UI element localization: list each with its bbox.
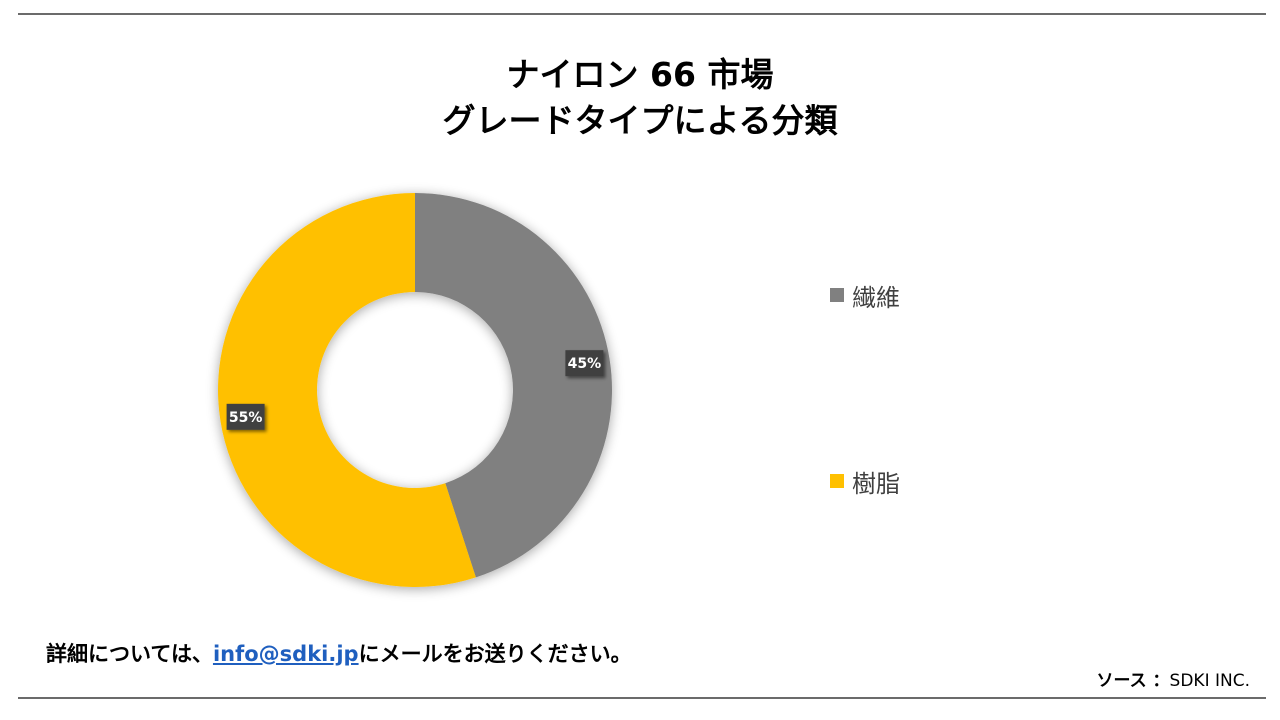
legend-label-2: 樹脂 [852, 469, 900, 498]
legend-swatch-2 [830, 474, 844, 488]
legend-item-2: 樹脂 [830, 466, 900, 498]
legend-label-1: 繊維 [852, 283, 900, 312]
chart-title: ナイロン 66 市場 グレードタイプによる分類 [0, 52, 1280, 144]
donut-slice-2 [217, 193, 476, 587]
source-label: ソース ： [1096, 671, 1170, 691]
data-label-1: 45% [565, 350, 604, 377]
source-line: ソース ：SDKI INC. [1096, 666, 1250, 691]
chart-title-line-2: グレードタイプによる分類 [442, 101, 838, 140]
source-value: SDKI INC. [1169, 671, 1250, 691]
data-label-2: 55% [226, 403, 265, 430]
top-divider [18, 13, 1266, 15]
donut-slices [217, 193, 612, 587]
chart-title-line-1: ナイロン 66 市場 [506, 55, 774, 94]
legend-swatch-1 [830, 288, 844, 302]
donut-chart: 45% 55% [217, 193, 612, 587]
bottom-divider [18, 697, 1266, 699]
contact-line: 詳細については、info@sdki.jpにメールをお送りください。 [46, 638, 632, 668]
donut-data-labels: 45% 55% [226, 350, 604, 430]
contact-suffix: にメールをお送りください。 [358, 642, 632, 666]
donut-slice-1 [415, 193, 612, 578]
data-label-text-2: 55% [229, 410, 263, 426]
data-label-text-1: 45% [568, 356, 602, 372]
data-label-box-1 [565, 350, 604, 377]
data-label-box-2 [226, 403, 265, 430]
legend-item-1: 繊維 [830, 280, 900, 312]
contact-email-link[interactable]: info@sdki.jp [212, 642, 359, 666]
contact-prefix: 詳細については、 [46, 642, 213, 666]
